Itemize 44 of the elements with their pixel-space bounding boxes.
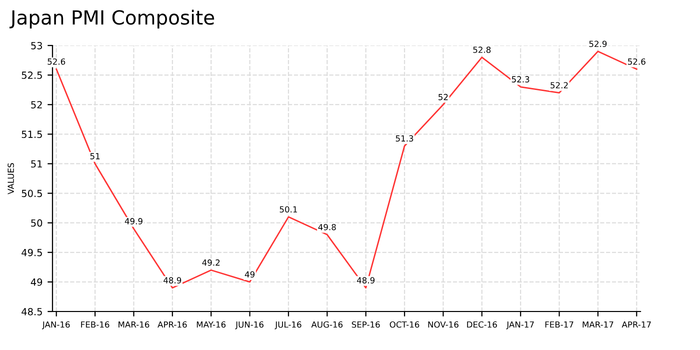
x-tick-label: FEB-17 — [545, 321, 574, 328]
x-tick-label: JUN-16 — [235, 321, 264, 330]
x-tick-label: AUG-16 — [311, 321, 343, 328]
data-label: 52.3 — [512, 76, 530, 82]
x-tick-label: OCT-16 — [390, 321, 420, 328]
chart-title: Japan PMI Composite — [9, 10, 214, 29]
x-tick-label: MAR-16 — [118, 321, 150, 328]
x-tick-label: DEC-16 — [467, 321, 497, 328]
y-tick-label: 51.5 — [22, 130, 42, 138]
data-label: 49.2 — [202, 259, 220, 266]
data-label: 52.6 — [48, 58, 66, 65]
data-label: 48.9 — [356, 277, 375, 284]
x-tick-label: SEP-16 — [352, 321, 380, 328]
data-label: 52 — [438, 94, 448, 100]
x-tick-label: MAY-16 — [196, 321, 226, 328]
data-label: 49.9 — [124, 218, 142, 224]
y-tick-label: 53 — [31, 42, 42, 50]
x-tick-label: MAR-17 — [582, 321, 614, 328]
data-label: 52.9 — [589, 40, 607, 48]
data-label: 52.2 — [550, 82, 568, 88]
y-tick-label: 50.5 — [22, 190, 42, 198]
x-tick-label: APR-17 — [622, 321, 651, 328]
y-tick-label: 52 — [31, 101, 42, 108]
x-tick-label: JUL-16 — [274, 321, 302, 330]
data-label: 49.8 — [318, 224, 336, 230]
data-label: 50.1 — [280, 206, 297, 213]
data-label: 52.6 — [628, 58, 646, 65]
data-label: 49 — [244, 271, 255, 278]
y-tick-label: 49 — [30, 278, 42, 286]
data-label: 52.8 — [473, 46, 491, 53]
y-tick-label: 51 — [31, 160, 42, 168]
y-tick-label: 49.5 — [22, 248, 42, 256]
y-axis-title: VALUES — [8, 163, 14, 194]
x-tick-label: FEB-16 — [81, 321, 110, 328]
x-tick-label: JAN-16 — [42, 321, 70, 330]
x-tick-label: NOV-16 — [428, 321, 458, 328]
y-tick-label: 52.5 — [22, 72, 42, 79]
data-label: 48.9 — [164, 277, 182, 284]
y-tick-label: 48.5 — [22, 308, 42, 316]
y-tick-label: 50 — [31, 219, 42, 227]
data-label: 51 — [90, 153, 100, 160]
x-tick-label: APR-16 — [158, 321, 187, 328]
x-tick-label: JAN-17 — [506, 321, 534, 330]
data-label: 51.3 — [396, 135, 414, 142]
